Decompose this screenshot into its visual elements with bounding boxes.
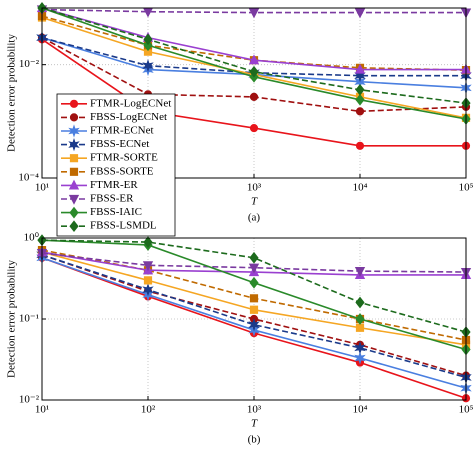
marker xyxy=(355,83,365,96)
y-tick-label: 10⁻² xyxy=(19,58,40,70)
marker xyxy=(142,261,154,272)
x-tick-label: 10³ xyxy=(247,404,262,416)
marker xyxy=(249,123,259,133)
marker xyxy=(249,251,259,264)
marker xyxy=(249,294,259,303)
y-axis-label: Detection error probability xyxy=(6,260,18,378)
marker xyxy=(355,313,365,325)
legend-label: FBSS-ECNet xyxy=(90,138,149,150)
x-tick-label: 10⁴ xyxy=(353,182,368,194)
marker xyxy=(143,236,153,248)
marker xyxy=(354,341,366,355)
legend-label: FTMR-ER xyxy=(90,179,138,191)
legend-marker xyxy=(69,167,79,176)
series-line xyxy=(41,239,467,333)
y-tick-label: 10⁻² xyxy=(19,394,40,406)
y-tick-label: 10⁰ xyxy=(24,232,40,244)
marker xyxy=(143,276,153,285)
marker xyxy=(355,107,365,116)
marker xyxy=(355,141,365,150)
axes-frame xyxy=(41,7,467,179)
x-tick-label: 10³ xyxy=(247,182,262,194)
axes-frame xyxy=(41,237,467,401)
y-axis-label: Detection error probability xyxy=(6,34,18,152)
legend-label: FBSS-ER xyxy=(90,193,134,205)
marker xyxy=(354,267,366,277)
marker xyxy=(355,93,365,106)
legend-label: FTMR-SORTE xyxy=(90,152,158,164)
legend: FTMR-LogECNetFBSS-LogECNetFTMR-ECNetFBSS… xyxy=(56,93,176,237)
marker xyxy=(143,39,153,52)
legend-marker xyxy=(69,99,79,108)
y-tick-label: 10⁻¹ xyxy=(19,313,39,325)
marker xyxy=(355,296,365,309)
x-axis-label: T xyxy=(251,196,258,208)
marker xyxy=(249,65,259,78)
x-tick-label: 10¹ xyxy=(35,404,49,416)
marker xyxy=(249,276,259,289)
legend-label: FTMR-ECNet xyxy=(90,125,154,137)
x-tick-label: 10⁴ xyxy=(353,404,368,416)
legend-marker xyxy=(68,194,80,205)
marker xyxy=(249,92,259,101)
legend-marker xyxy=(69,113,79,122)
series-line xyxy=(41,36,466,77)
x-tick-label: 10² xyxy=(141,404,156,416)
marker xyxy=(143,33,153,46)
marker xyxy=(354,8,366,19)
legend-label: FBSS-IAIC xyxy=(90,206,142,218)
x-tick-label: 10⁵ xyxy=(459,182,474,194)
legend-marker xyxy=(68,138,80,152)
legend-label: FBSS-LSMDL xyxy=(90,220,157,232)
legend-marker xyxy=(69,206,79,219)
x-tick-label: 10¹ xyxy=(35,182,49,194)
series-line xyxy=(41,254,467,379)
marker xyxy=(355,323,365,332)
marker xyxy=(142,59,154,73)
marker xyxy=(248,318,260,332)
marker xyxy=(248,54,260,65)
marker xyxy=(354,63,366,74)
legend-marker xyxy=(68,124,80,138)
legend-marker xyxy=(69,220,79,233)
y-tick-label: 10⁻⁴ xyxy=(18,172,39,184)
caption: (a) xyxy=(248,212,261,224)
legend-label: FBSS-LogECNet xyxy=(90,111,167,123)
marker xyxy=(248,8,260,19)
marker xyxy=(354,351,366,365)
caption: (b) xyxy=(248,434,261,446)
legend-label: FTMR-LogECNet xyxy=(90,97,171,109)
marker xyxy=(142,283,154,297)
legend-marker xyxy=(69,154,79,163)
x-axis-label: T xyxy=(251,418,258,430)
legend-marker xyxy=(68,179,80,190)
marker xyxy=(249,305,259,314)
marker xyxy=(248,263,260,274)
x-tick-label: 10⁵ xyxy=(459,404,474,416)
legend-label: FBSS-SORTE xyxy=(90,165,154,177)
